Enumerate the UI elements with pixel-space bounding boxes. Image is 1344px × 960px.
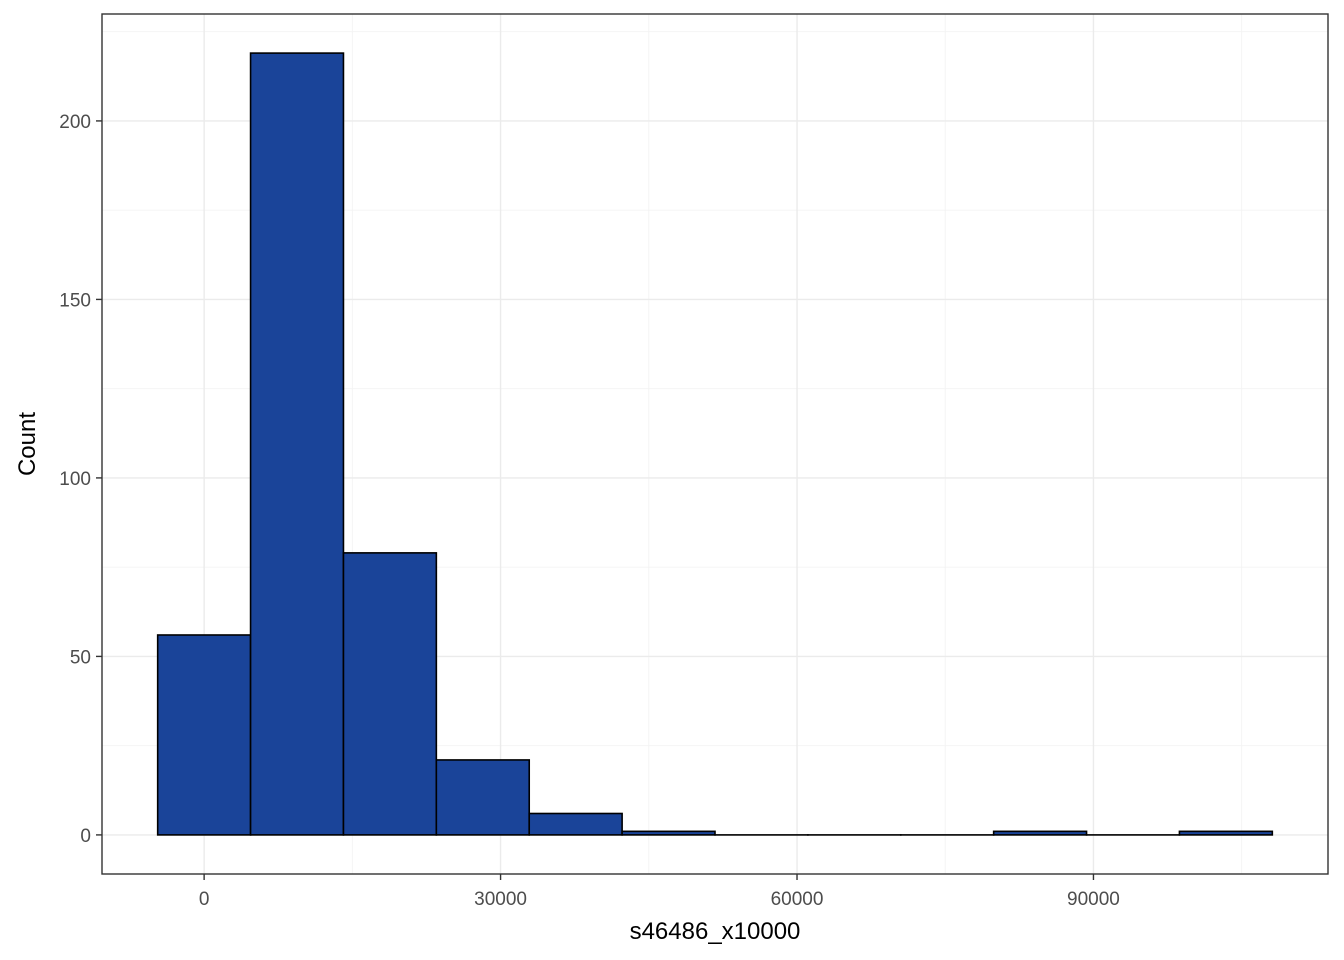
histogram-bars: [156, 52, 1274, 836]
y-tick-label: 0: [80, 826, 91, 847]
histogram-bar-1: [249, 52, 345, 836]
y-tick-label: 200: [59, 112, 91, 133]
histogram-bar-3: [435, 759, 531, 836]
y-tick-label: 100: [59, 469, 91, 490]
x-tick-label: 0: [199, 889, 210, 910]
y-tick-label: 150: [59, 290, 91, 311]
histogram-bar-0: [156, 634, 252, 836]
histogram-bar-9: [992, 830, 1088, 836]
x-axis-title: s46486_x10000: [630, 918, 801, 945]
histogram-bar-5: [621, 830, 716, 836]
histogram-bar-2: [342, 552, 438, 836]
y-axis: 0 50 100 150 200: [59, 112, 102, 847]
x-axis: 0 30000 60000 90000: [199, 874, 1120, 910]
panel-border: [101, 13, 1329, 875]
x-tick-label: 90000: [1067, 889, 1120, 910]
y-axis-title: Count: [14, 412, 41, 476]
y-tick-label: 50: [70, 647, 91, 668]
x-tick-label: 60000: [771, 889, 824, 910]
histogram-bar-11: [1178, 830, 1274, 836]
x-tick-label: 30000: [474, 889, 527, 910]
histogram-bar-4: [528, 812, 623, 836]
